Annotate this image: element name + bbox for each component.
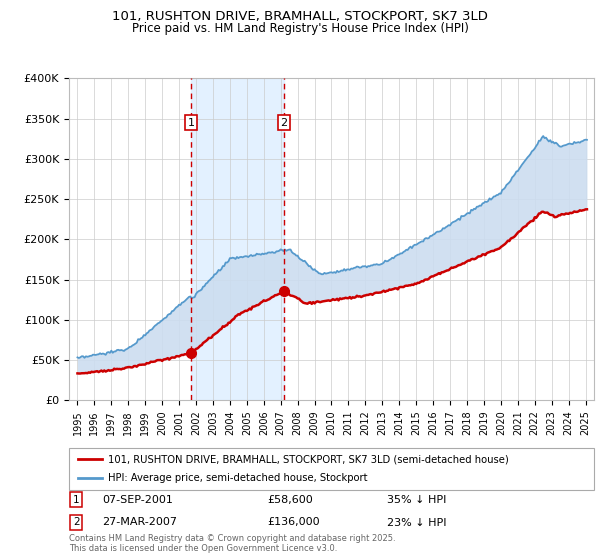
Text: 2: 2: [73, 517, 80, 528]
Text: 2: 2: [281, 118, 287, 128]
Text: 101, RUSHTON DRIVE, BRAMHALL, STOCKPORT, SK7 3LD (semi-detached house): 101, RUSHTON DRIVE, BRAMHALL, STOCKPORT,…: [108, 454, 509, 464]
Text: 101, RUSHTON DRIVE, BRAMHALL, STOCKPORT, SK7 3LD: 101, RUSHTON DRIVE, BRAMHALL, STOCKPORT,…: [112, 10, 488, 23]
Text: 27-MAR-2007: 27-MAR-2007: [102, 517, 177, 528]
Text: £136,000: £136,000: [267, 517, 320, 528]
Bar: [191, 78, 284, 400]
Text: 07-SEP-2001: 07-SEP-2001: [102, 494, 173, 505]
Text: 1: 1: [187, 118, 194, 128]
Text: 23% ↓ HPI: 23% ↓ HPI: [387, 517, 446, 528]
Text: HPI: Average price, semi-detached house, Stockport: HPI: Average price, semi-detached house,…: [108, 473, 367, 483]
Text: £58,600: £58,600: [267, 494, 313, 505]
Text: 1: 1: [73, 494, 80, 505]
Text: Price paid vs. HM Land Registry's House Price Index (HPI): Price paid vs. HM Land Registry's House …: [131, 22, 469, 35]
Text: Contains HM Land Registry data © Crown copyright and database right 2025.
This d: Contains HM Land Registry data © Crown c…: [69, 534, 395, 553]
Text: 35% ↓ HPI: 35% ↓ HPI: [387, 494, 446, 505]
